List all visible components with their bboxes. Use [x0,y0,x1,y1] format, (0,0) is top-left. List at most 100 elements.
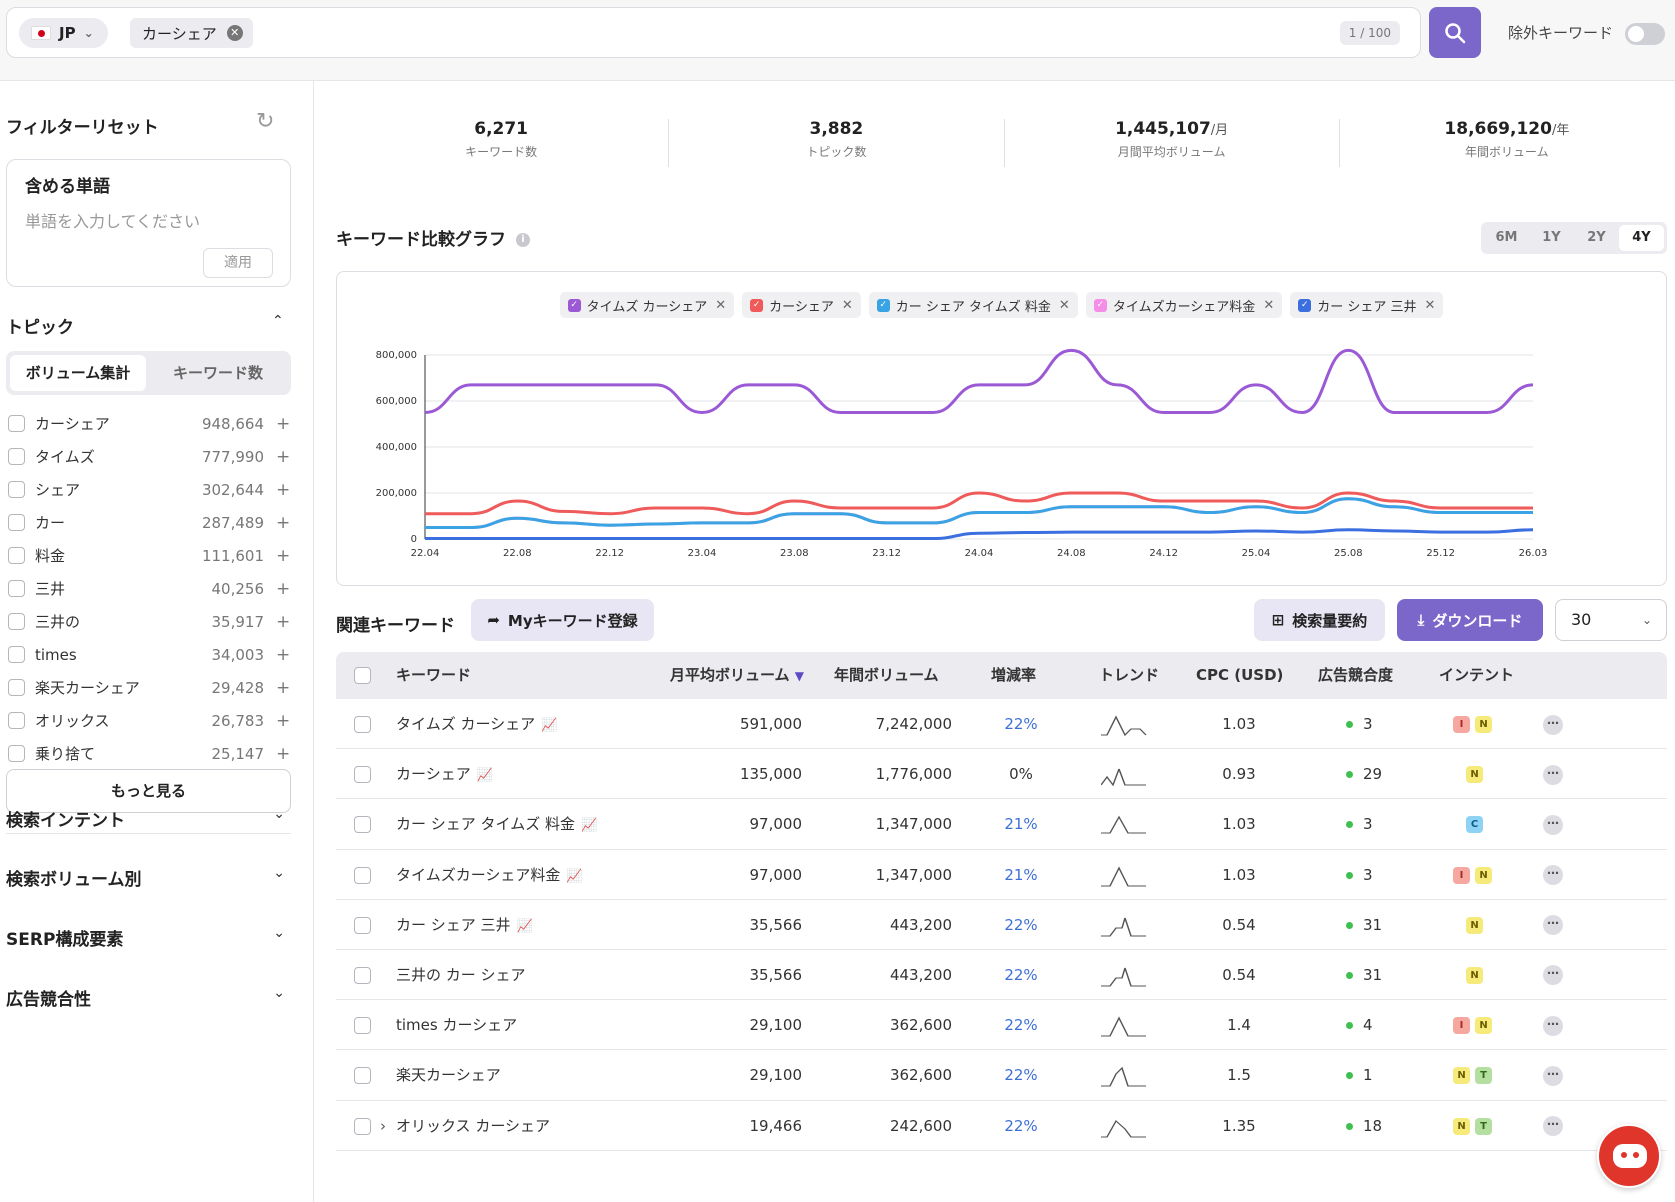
topic-item[interactable]: 三井 40,256 + [8,572,290,605]
keyword-cell[interactable]: 楽天カーシェア [396,1050,501,1100]
add-topic-icon[interactable]: + [276,710,291,731]
page-size-select[interactable]: 30 ⌄ [1555,599,1667,641]
topic-item[interactable]: times 34,003 + [8,638,290,671]
table-row[interactable]: カー シェア タイムズ 料金 📈 97,000 1,347,000 21% 1.03 3 C ⋯ [336,799,1667,851]
info-icon[interactable]: i [516,233,530,247]
row-menu[interactable]: ⋯ [1543,850,1563,900]
col-monthly-volume[interactable]: 月平均ボリューム ▼ [670,666,805,684]
keyword-cell[interactable]: タイムズカーシェア料金 📈 [396,850,583,902]
topic-checkbox[interactable] [8,613,25,630]
topic-checkbox[interactable] [8,646,25,663]
accordion-serp-elements[interactable]: SERP構成要素 ⌄ [6,925,291,950]
keyword-search-box[interactable]: JP ⌄ カーシェア ✕ 1 / 100 [6,7,1421,58]
keyword-chip[interactable]: カーシェア ✕ [130,18,253,48]
add-topic-icon[interactable]: + [276,479,291,500]
remove-chip-icon[interactable]: ✕ [226,25,243,41]
select-all-checkbox[interactable] [354,667,371,684]
topic-checkbox[interactable] [8,415,25,432]
add-topic-icon[interactable]: + [276,644,291,665]
col-yearly-volume[interactable]: 年間ボリューム [834,666,939,684]
keyword-cell[interactable]: 三井の カー シェア [396,950,526,1000]
topic-checkbox[interactable] [8,712,25,729]
topic-section-title[interactable]: トピック [6,318,74,338]
row-checkbox[interactable] [354,916,371,934]
my-keyword-register-button[interactable]: ➦ Myキーワード登録 [471,599,654,641]
topic-item[interactable]: カーシェア 948,664 + [8,407,290,440]
topic-checkbox[interactable] [8,514,25,531]
remove-series-icon[interactable]: ✕ [841,297,853,313]
col-competition[interactable]: 広告競合度 [1318,666,1394,684]
range-1y[interactable]: 1Y [1542,230,1561,245]
country-selector[interactable]: JP ⌄ [19,18,108,48]
accordion-volume-range[interactable]: 検索ボリューム別 ⌄ [6,865,291,890]
row-checkbox[interactable] [354,1067,371,1085]
col-cpc[interactable]: CPC (USD) [1196,666,1284,684]
legend-item[interactable]: ✓ カー シェア 三井 ✕ [1290,292,1444,318]
row-menu[interactable]: ⋯ [1543,950,1563,1000]
table-row[interactable]: カー シェア 三井 📈 35,566 443,200 22% 0.54 31 N ⋯ [336,900,1667,950]
refresh-icon[interactable]: ↻ [256,109,275,134]
topic-checkbox[interactable] [8,679,25,696]
range-6m[interactable]: 6M [1495,230,1518,245]
add-topic-icon[interactable]: + [276,545,291,566]
remove-series-icon[interactable]: ✕ [1058,297,1070,313]
add-topic-icon[interactable]: + [276,611,291,632]
exclude-keyword-toggle[interactable] [1625,23,1665,45]
add-topic-icon[interactable]: + [276,446,291,467]
add-topic-icon[interactable]: + [276,512,291,533]
topic-item[interactable]: タイムズ 777,990 + [8,440,290,473]
topic-item[interactable]: カー 287,489 + [8,506,290,539]
row-menu[interactable]: ⋯ [1543,1050,1563,1100]
remove-series-icon[interactable]: ✕ [1424,297,1436,313]
table-row[interactable]: › オリックス カーシェア 19,466 242,600 22% 1.35 18 N T ⋯ [336,1101,1667,1151]
table-row[interactable]: カーシェア 📈 135,000 1,776,000 0% 0.93 29 N ⋯ [336,749,1667,801]
row-checkbox[interactable] [354,1017,371,1035]
filter-reset[interactable]: フィルターリセット [6,118,159,138]
row-menu[interactable]: ⋯ [1543,799,1563,849]
topic-checkbox[interactable] [8,580,25,597]
add-topic-icon[interactable]: + [276,578,291,599]
row-checkbox[interactable] [354,1117,371,1135]
include-words-input[interactable]: 単語を入力してください [25,212,201,231]
table-row[interactable]: times カーシェア 29,100 362,600 22% 1.4 4 I N ⋯ [336,1000,1667,1051]
apply-button[interactable]: 適用 [203,248,273,278]
tab-keyword-count[interactable]: キーワード数 [172,364,263,382]
row-checkbox[interactable] [354,866,371,884]
keyword-cell[interactable]: times カーシェア [396,1000,517,1050]
legend-item[interactable]: ✓ カーシェア ✕ [742,292,861,318]
chevron-up-icon[interactable]: ⌃ [272,313,284,329]
row-menu[interactable]: ⋯ [1543,749,1563,799]
keyword-cell[interactable]: カー シェア タイムズ 料金 📈 [396,799,597,851]
table-row[interactable]: 三井の カー シェア 35,566 443,200 22% 0.54 31 N ⋯ [336,950,1667,1001]
col-intent[interactable]: インテント [1439,666,1515,684]
download-button[interactable]: ⤓ ダウンロード [1397,599,1543,641]
chat-assistant-button[interactable] [1597,1124,1661,1188]
topic-item[interactable]: 乗り捨て 25,147 + [8,737,290,770]
keyword-cell[interactable]: タイムズ カーシェア 📈 [396,699,557,751]
row-checkbox[interactable] [354,966,371,984]
col-keyword[interactable]: キーワード [396,666,472,684]
topic-item[interactable]: 料金 111,601 + [8,539,290,572]
show-more-button[interactable]: もっと見る [6,769,291,813]
table-row[interactable]: タイムズカーシェア料金 📈 97,000 1,347,000 21% 1.03 3 I N ⋯ [336,850,1667,900]
col-trend[interactable]: トレンド [1099,666,1160,684]
topic-item[interactable]: オリックス 26,783 + [8,704,290,737]
search-volume-summary-button[interactable]: ⊞ 検索量要約 [1254,599,1385,641]
range-2y[interactable]: 2Y [1587,230,1606,245]
chart-trend-icon[interactable]: 📈 [566,868,583,884]
row-checkbox[interactable] [354,766,371,784]
chart-trend-icon[interactable]: 📈 [541,718,558,733]
keyword-cell[interactable]: カー シェア 三井 📈 [396,900,533,952]
accordion-ad-competition[interactable]: 広告競合性 ⌄ [6,985,291,1010]
topic-checkbox[interactable] [8,481,25,498]
row-menu[interactable]: ⋯ [1543,900,1563,950]
row-checkbox[interactable] [354,716,371,733]
range-4y[interactable]: 4Y [1619,225,1664,251]
row-menu[interactable]: ⋯ [1543,699,1563,749]
topic-item[interactable]: 楽天カーシェア 29,428 + [8,671,290,704]
accordion-search-intent[interactable]: 検索インテント ⌄ [6,806,291,831]
col-growth[interactable]: 増減率 [991,666,1037,684]
keyword-cell[interactable]: カーシェア 📈 [396,749,493,801]
topic-checkbox[interactable] [8,448,25,465]
add-topic-icon[interactable]: + [276,677,291,698]
